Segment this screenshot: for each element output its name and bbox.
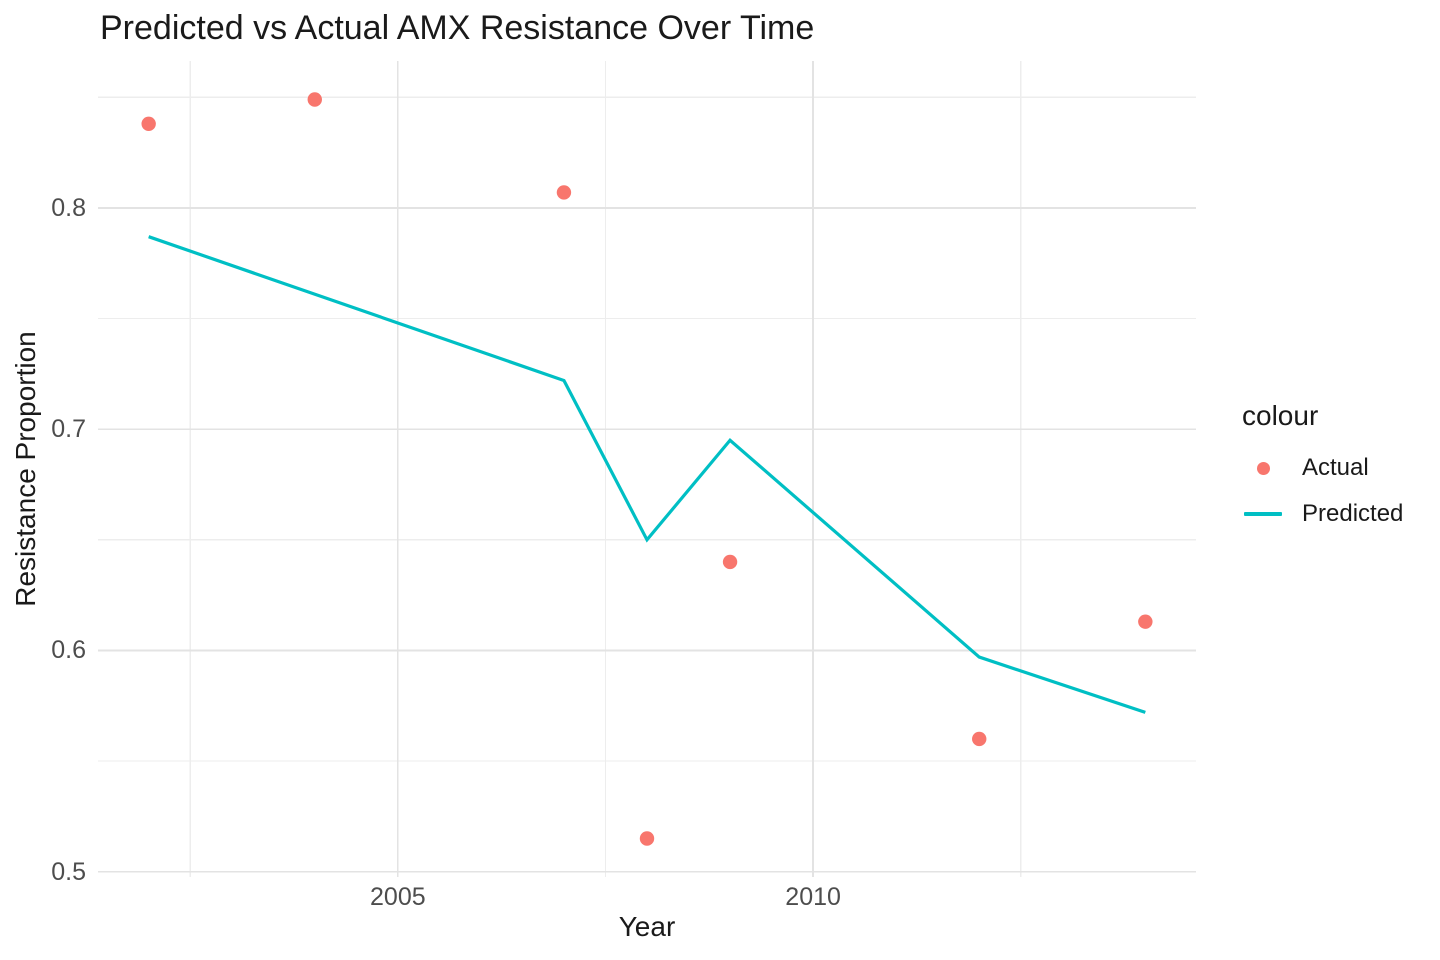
y-tick-label: 0.5 (51, 857, 86, 886)
x-tick-label: 2010 (785, 883, 841, 911)
actual-point (639, 831, 655, 846)
legend-title: colour (1242, 400, 1319, 431)
y-tick-label: 0.7 (51, 415, 86, 444)
x-tick-label: 2005 (370, 883, 426, 911)
predicted-line (148, 235, 1146, 714)
legend-point-key-icon (1242, 454, 1284, 482)
legend-items: Actual Predicted (1242, 445, 1403, 537)
actual-point (141, 116, 156, 132)
legend: colour Actual Predicted (1242, 399, 1403, 537)
plot-panel (98, 61, 1196, 877)
actual-point (556, 185, 572, 200)
legend-item-actual: Actual (1242, 445, 1403, 491)
x-axis-title: Year (618, 911, 676, 942)
chart-title: Predicted vs Actual AMX Resistance Over … (100, 9, 815, 47)
actual-point (722, 554, 738, 570)
legend-item-label: Actual (1302, 454, 1369, 481)
y-axis-title: Resistance Proportion (10, 331, 41, 607)
legend-item-predicted: Predicted (1242, 491, 1403, 537)
y-tick-label: 0.8 (51, 193, 86, 222)
legend-item-label: Predicted (1302, 500, 1404, 527)
legend-line-key-icon (1242, 500, 1284, 528)
y-tick-label: 0.6 (51, 636, 86, 665)
line-swatch (1244, 512, 1282, 516)
actual-point (972, 731, 987, 747)
actual-point (307, 92, 322, 107)
point-swatch (1256, 461, 1270, 475)
actual-point (1138, 614, 1153, 629)
